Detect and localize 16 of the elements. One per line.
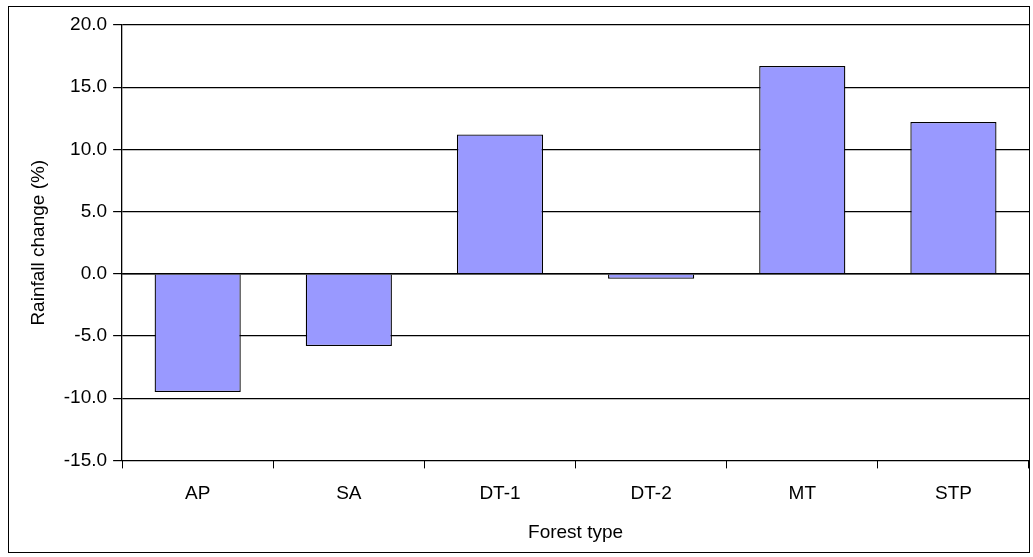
x-axis-title: Forest type — [528, 520, 624, 542]
x-tick-label: STP — [934, 482, 972, 504]
y-axis-title: Rainfall change (%) — [26, 159, 48, 326]
x-tick-label: SA — [336, 482, 362, 504]
y-tick-label: 5.0 — [80, 199, 108, 221]
x-tick-label: DT-2 — [630, 482, 672, 504]
x-tick-label: MT — [788, 482, 817, 504]
y-tick-label: 20.0 — [70, 13, 108, 35]
x-tick-label: AP — [185, 482, 211, 504]
y-tick-label: -5.0 — [74, 324, 108, 346]
y-tick-label: 10.0 — [70, 137, 108, 159]
y-tick-label: -10.0 — [63, 386, 108, 408]
y-tick-label: 15.0 — [70, 75, 108, 97]
y-tick-label: 0.0 — [80, 262, 108, 284]
x-tick-label: DT-1 — [479, 482, 521, 504]
y-tick-label: -15.0 — [63, 448, 108, 470]
